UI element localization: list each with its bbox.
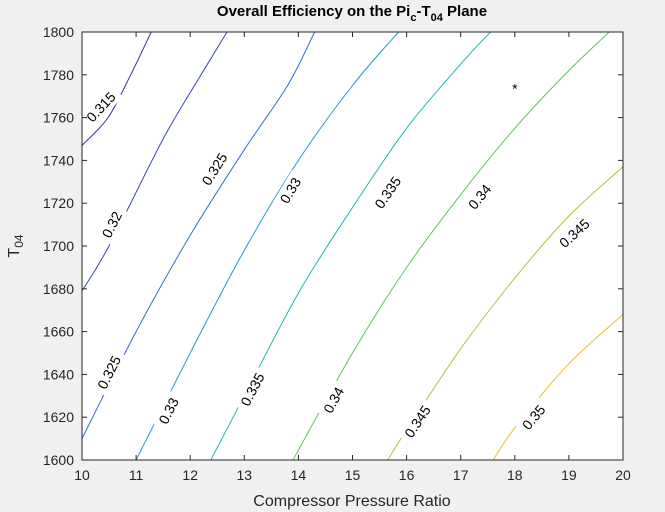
x-tick-label: 17: [453, 467, 469, 483]
contour-lines: [82, 32, 623, 460]
y-axis-label-sub: 04: [12, 234, 26, 248]
y-tick-label: 1740: [43, 152, 74, 168]
contour-label-bg: [194, 145, 235, 193]
x-axis-label: Compressor Pressure Ratio: [253, 493, 451, 510]
contour-label-bg: [233, 365, 271, 414]
y-tick-label: 1720: [43, 195, 74, 211]
x-tick-label: 14: [291, 467, 307, 483]
chart-title: Overall Efficiency on the Pic-T04 Plane: [217, 3, 487, 24]
x-axis: 10 11 12 13 14 15 16 17 18 19 20: [74, 32, 631, 483]
x-tick-label: 19: [561, 467, 577, 483]
contour-label-bg: [460, 176, 499, 217]
contour-line-0-33: [135, 32, 399, 460]
x-tick-label: 15: [345, 467, 361, 483]
contour-line-0-35: [492, 314, 623, 460]
x-tick-label: 10: [74, 467, 90, 483]
y-axis: 1600 1620 1640 1660 1680 1700 1720 1740 1760 1780…: [43, 24, 623, 468]
x-tick-label: 18: [507, 467, 523, 483]
contour-label-bg: [316, 379, 351, 421]
y-axis-label-main: T: [6, 248, 23, 258]
chart-title-prefix: Overall Efficiency on the Pi: [217, 3, 410, 20]
y-tick-label: 1620: [43, 409, 74, 425]
y-tick-label: 1660: [43, 324, 74, 340]
y-tick-label: 1780: [43, 67, 74, 83]
x-tick-label: 13: [237, 467, 253, 483]
y-tick-label: 1700: [43, 238, 74, 254]
x-tick-label: 20: [615, 467, 631, 483]
y-tick-label: 1680: [43, 281, 74, 297]
x-tick-label: 12: [182, 467, 198, 483]
contour-label-bg: [152, 390, 185, 432]
contour-line-0-34: [292, 32, 610, 460]
chart-title-suffix: Plane: [443, 3, 487, 20]
x-tick-label: 11: [129, 467, 144, 483]
contour-label-bg: [367, 168, 408, 217]
x-tick-label: 16: [399, 467, 415, 483]
contour-label-bg: [95, 204, 129, 246]
y-tick-label: 1600: [43, 452, 74, 468]
y-tick-label: 1640: [43, 366, 74, 382]
contour-line-0-325: [82, 32, 316, 439]
contour-line-0-32: [82, 32, 228, 292]
chart-title-middle: -T: [416, 3, 430, 20]
y-axis-label: T04: [6, 234, 26, 257]
contour-label-bg: [551, 211, 597, 255]
contour-label-bg: [514, 397, 553, 438]
chart-title-sub-04: 04: [431, 12, 444, 24]
contour-label-bg: [78, 84, 123, 130]
contour-label-bg: [90, 348, 128, 397]
y-tick-label: 1800: [43, 24, 74, 40]
operating-point-marker: *: [512, 81, 518, 97]
y-tick-label: 1760: [43, 110, 74, 126]
contour-label-bg: [273, 169, 308, 211]
chart-title-sub-c: c: [410, 12, 416, 24]
contour-label-bg: [397, 397, 438, 446]
